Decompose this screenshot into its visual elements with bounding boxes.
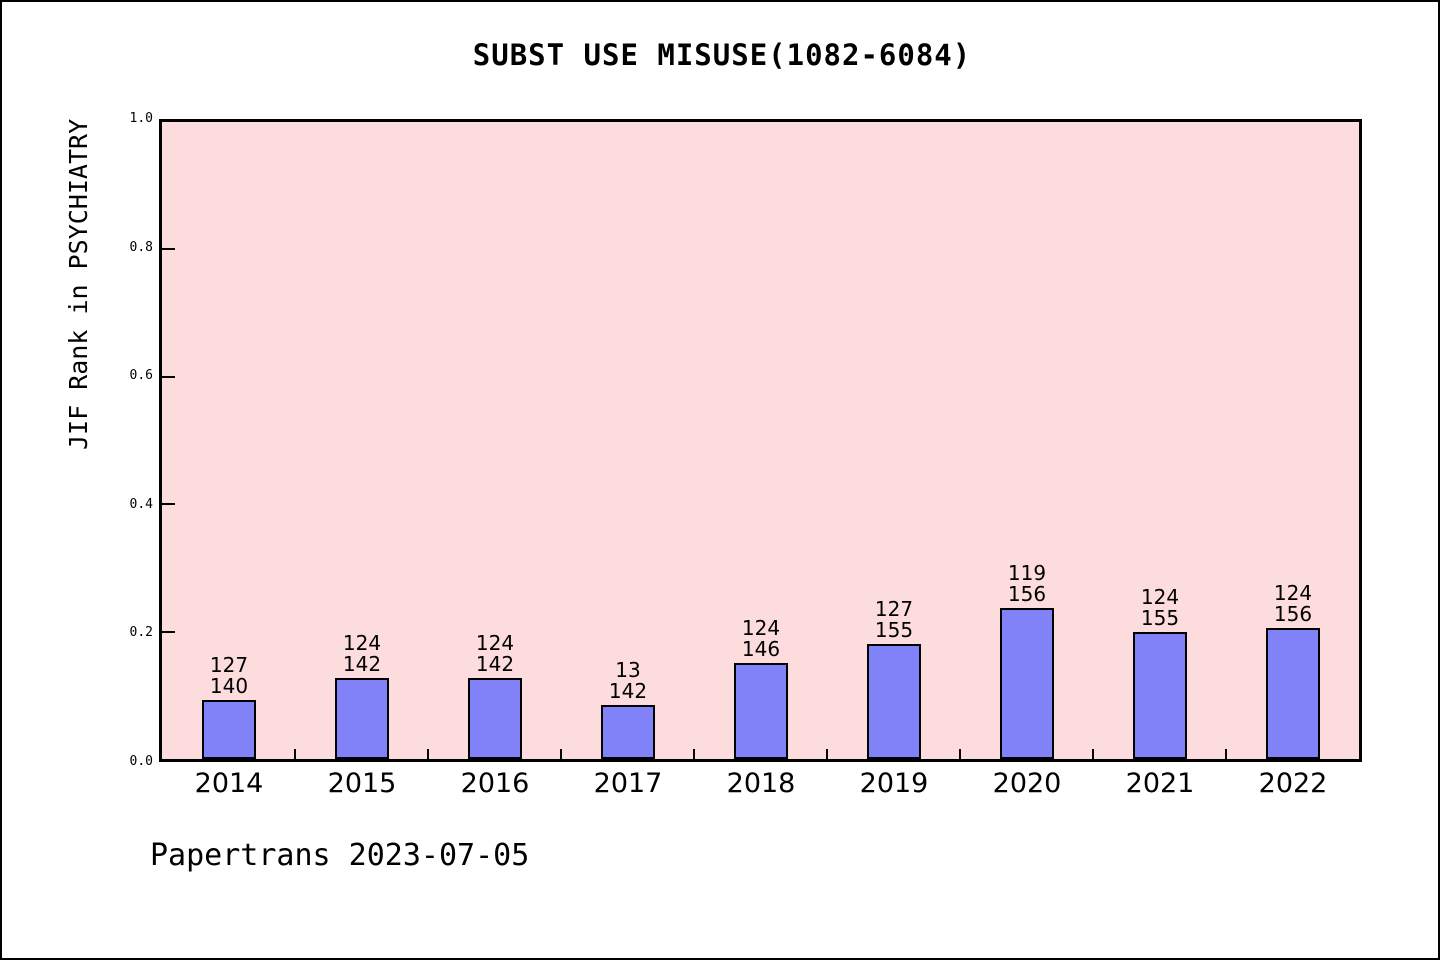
x-tick-mark (693, 749, 695, 759)
bar-2018 (734, 663, 788, 759)
bar-rank-value: 124 (342, 631, 382, 655)
x-label-2018: 2018 (726, 768, 796, 799)
bar-total-value: 155 (1140, 606, 1180, 630)
bar-value-label: 124 155 (1100, 587, 1220, 629)
bar-value-label: 124 142 (302, 633, 422, 675)
x-tick-mark (1092, 749, 1094, 759)
x-label-2014: 2014 (194, 768, 264, 799)
y-tick-label: 1.0 (129, 111, 153, 126)
bar-rank-value: 119 (1007, 561, 1047, 585)
bar-rank-value: 127 (874, 597, 914, 621)
watermark-text: Papertrans 2023-07-05 (150, 838, 530, 873)
x-label-2022: 2022 (1258, 768, 1328, 799)
x-tick-mark (294, 749, 296, 759)
chart-title: SUBST USE MISUSE(1082-6084) (472, 38, 972, 72)
x-label-2016: 2016 (460, 768, 530, 799)
bar-2019 (867, 644, 921, 759)
bar-value-label: 119 156 (967, 563, 1087, 605)
plot-area: 127 140 124 142 124 142 13 142 124 146 127 155 119 15… (159, 119, 1362, 762)
bar-value-label: 124 146 (701, 618, 821, 660)
bar-value-label: 124 156 (1233, 583, 1353, 625)
y-tick-label: 0.8 (129, 240, 153, 255)
y-tick-label: 0.0 (129, 754, 153, 769)
bar-2014 (202, 700, 256, 759)
x-label-2017: 2017 (593, 768, 663, 799)
y-tick-label: 0.4 (129, 497, 153, 512)
bar-rank-value: 124 (741, 616, 781, 640)
y-tick-label: 0.6 (129, 368, 153, 383)
y-tick-mark (162, 631, 175, 633)
x-tick-mark (427, 749, 429, 759)
x-tick-mark (560, 749, 562, 759)
bar-2020 (1000, 608, 1054, 759)
bar-2017 (601, 705, 655, 759)
bar-total-value: 142 (475, 652, 515, 676)
y-tick-mark (162, 376, 175, 378)
bar-rank-value: 124 (1140, 585, 1180, 609)
x-label-2020: 2020 (992, 768, 1062, 799)
bar-2015 (335, 678, 389, 759)
bar-rank-value: 124 (1273, 581, 1313, 605)
x-tick-mark (1225, 749, 1227, 759)
x-label-2019: 2019 (859, 768, 929, 799)
bar-2016 (468, 678, 522, 759)
x-label-2021: 2021 (1125, 768, 1195, 799)
bar-total-value: 156 (1273, 602, 1313, 626)
bar-total-value: 142 (342, 652, 382, 676)
bar-value-label: 127 155 (834, 599, 954, 641)
bar-total-value: 156 (1007, 582, 1047, 606)
x-tick-mark (959, 749, 961, 759)
x-label-2015: 2015 (327, 768, 397, 799)
y-tick-label: 0.2 (129, 625, 153, 640)
bar-rank-value: 13 (615, 658, 641, 682)
bar-total-value: 146 (741, 637, 781, 661)
x-tick-mark (826, 749, 828, 759)
bar-rank-value: 127 (209, 653, 249, 677)
y-tick-mark (162, 503, 175, 505)
bar-total-value: 142 (608, 679, 648, 703)
bar-total-value: 140 (209, 674, 249, 698)
bar-value-label: 13 142 (568, 660, 688, 702)
bar-rank-value: 124 (475, 631, 515, 655)
bar-total-value: 155 (874, 618, 914, 642)
y-tick-mark (162, 248, 175, 250)
bar-2022 (1266, 628, 1320, 759)
bar-value-label: 127 140 (169, 655, 289, 697)
bar-value-label: 124 142 (435, 633, 555, 675)
bar-2021 (1133, 632, 1187, 759)
